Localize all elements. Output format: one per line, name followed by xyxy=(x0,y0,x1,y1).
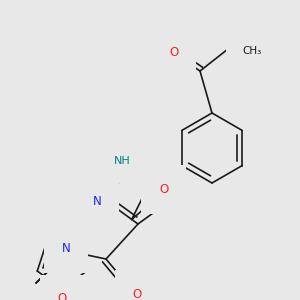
Text: NH: NH xyxy=(114,156,131,166)
Text: O: O xyxy=(169,46,178,59)
Text: N: N xyxy=(61,242,70,256)
Text: N: N xyxy=(93,195,102,208)
Text: O: O xyxy=(132,287,142,300)
Text: O: O xyxy=(159,183,168,196)
Text: O: O xyxy=(57,292,67,300)
Text: CH₃: CH₃ xyxy=(242,46,261,56)
